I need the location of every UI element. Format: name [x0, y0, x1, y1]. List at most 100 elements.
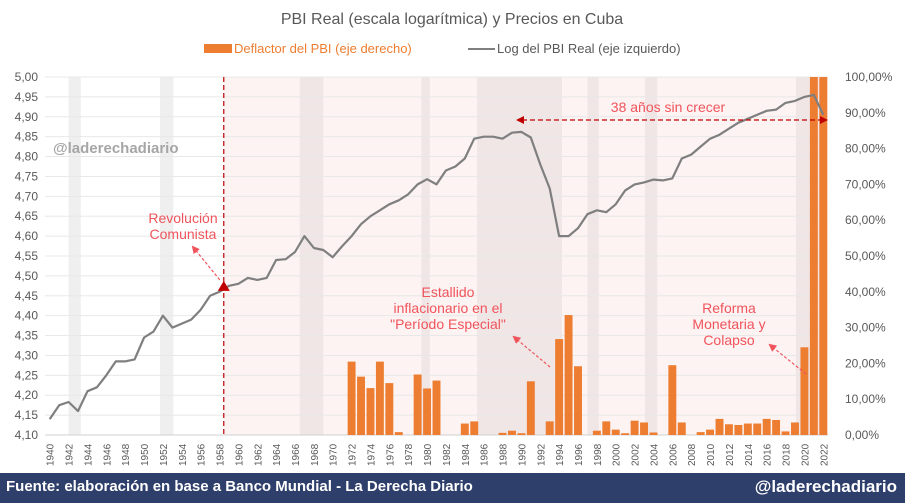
y-left-tick-label: 4,60 — [15, 229, 39, 243]
y-left-tick-label: 4,10 — [15, 428, 39, 442]
y-right-tick-label: 70,00% — [845, 177, 886, 191]
x-tick-label: 1966 — [291, 443, 302, 466]
y-right-tick-label: 40,00% — [845, 285, 886, 299]
legend-bar-swatch — [204, 44, 232, 53]
deflator-bar — [724, 424, 733, 435]
y-right-tick-label: 30,00% — [845, 321, 886, 335]
y-right-tick-label: 50,00% — [845, 249, 886, 263]
annotation-estallido: Estallido — [422, 284, 475, 300]
y-left-tick-label: 4,55 — [15, 249, 39, 263]
annotation-arrow — [191, 245, 221, 281]
annotation-revolucion: Revolución — [148, 210, 217, 226]
deflator-bar — [460, 423, 469, 435]
deflator-bar — [423, 388, 432, 435]
deflator-bar — [347, 361, 356, 435]
x-tick-label: 1940 — [46, 443, 57, 466]
deflator-bar — [526, 381, 535, 435]
deflator-bar — [677, 422, 686, 435]
y-left-tick-label: 4,65 — [15, 209, 39, 223]
x-tick-label: 1986 — [480, 443, 491, 466]
deflator-bar — [819, 77, 828, 435]
deflator-bar — [621, 433, 630, 435]
y-left-tick-label: 4,25 — [15, 368, 39, 382]
y-left-tick-label: 4,95 — [15, 90, 39, 104]
deflator-bar — [791, 422, 799, 435]
y-right-tick-label: 80,00% — [845, 142, 886, 156]
deflator-bar — [413, 374, 422, 435]
x-tick-label: 2012 — [725, 443, 736, 466]
deflator-bar — [753, 423, 762, 435]
annotation-reforma: Colapso — [703, 332, 755, 348]
y-left-tick-label: 4,85 — [15, 130, 39, 144]
y-right-tick-label: 90,00% — [845, 106, 886, 120]
deflator-bar — [762, 418, 771, 435]
footer: Fuente: elaboración en base a Banco Mund… — [0, 473, 905, 503]
x-tick-label: 1956 — [197, 443, 208, 466]
deflator-bar — [630, 420, 639, 435]
y-left-tick-label: 4,20 — [15, 388, 39, 402]
x-tick-label: 2016 — [763, 443, 774, 466]
y-right-tick-label: 10,00% — [845, 392, 886, 406]
x-tick-label: 1946 — [102, 443, 113, 466]
deflator-bar — [574, 366, 582, 435]
x-tick-label: 1950 — [140, 443, 151, 466]
deflator-bar — [696, 432, 705, 435]
y-left-tick-label: 5,00 — [15, 70, 39, 84]
deflator-bar — [385, 383, 394, 435]
annotation-revolucion: Comunista — [150, 226, 217, 242]
x-tick-label: 1962 — [253, 443, 264, 466]
x-tick-label: 1970 — [329, 443, 340, 466]
y-left-tick-label: 4,15 — [15, 408, 39, 422]
x-tick-label: 1990 — [517, 443, 528, 466]
legend-line-label: Log del PBI Real (eje izquierdo) — [497, 41, 681, 56]
x-tick-label: 1978 — [404, 443, 415, 466]
y-right-tick-label: 20,00% — [845, 356, 886, 370]
deflator-bar — [432, 380, 441, 435]
x-tick-label: 2002 — [631, 443, 642, 466]
x-tick-label: 2004 — [649, 443, 660, 466]
source-note: Fuente: elaboración en base a Banco Mund… — [6, 478, 473, 495]
x-tick-label: 1980 — [423, 443, 434, 466]
annotation-reforma: Monetaria y — [692, 316, 765, 332]
deflator-bar — [498, 432, 507, 435]
x-tick-label: 2020 — [800, 443, 811, 466]
deflator-bar — [809, 77, 818, 435]
annotation-estallido: inflacionario en el — [394, 300, 503, 316]
deflator-bar — [357, 376, 365, 435]
revolution-point-marker — [217, 280, 230, 291]
deflator-bar — [545, 421, 554, 435]
deflator-bar — [706, 429, 715, 435]
y-right-tick-label: 60,00% — [845, 213, 886, 227]
footer-handle: @laderechadiario — [754, 477, 897, 496]
x-tick-label: 1988 — [499, 443, 510, 466]
y-left-tick-label: 4,40 — [15, 309, 39, 323]
deflator-bar — [640, 422, 649, 435]
x-tick-label: 2000 — [612, 443, 623, 466]
x-tick-label: 1984 — [461, 443, 472, 466]
y-left-tick-label: 4,45 — [15, 289, 39, 303]
x-tick-label: 2018 — [782, 443, 793, 466]
x-tick-label: 1982 — [442, 443, 453, 466]
legend: Deflactor del PBI (eje derecho) Log del … — [204, 41, 681, 56]
x-tick-label: 1992 — [536, 443, 547, 466]
deflator-bar — [715, 418, 724, 435]
y-right-tick-label: 100,00% — [845, 70, 893, 84]
y-left-tick-label: 4,90 — [15, 110, 39, 124]
x-tick-label: 1974 — [366, 443, 377, 466]
x-tick-label: 1960 — [234, 443, 245, 466]
deflator-bar — [508, 430, 516, 435]
deflator-bar — [668, 365, 677, 435]
annotation-arrow — [512, 335, 551, 368]
y-right-tick-label: 0,00% — [845, 428, 879, 442]
deflator-bar — [517, 433, 526, 435]
x-tick-label: 2022 — [819, 443, 830, 466]
deflator-bar — [470, 421, 479, 435]
x-tick-label: 1958 — [216, 443, 227, 466]
annotation-38-anos: 38 años sin crecer — [611, 99, 726, 115]
gdp-log-line — [48, 93, 825, 420]
x-tick-label: 1996 — [574, 443, 585, 466]
deflator-bar — [800, 347, 809, 435]
x-tick-label: 1944 — [83, 443, 94, 466]
chart-title: PBI Real (escala logarítmica) y Precios … — [281, 11, 623, 28]
